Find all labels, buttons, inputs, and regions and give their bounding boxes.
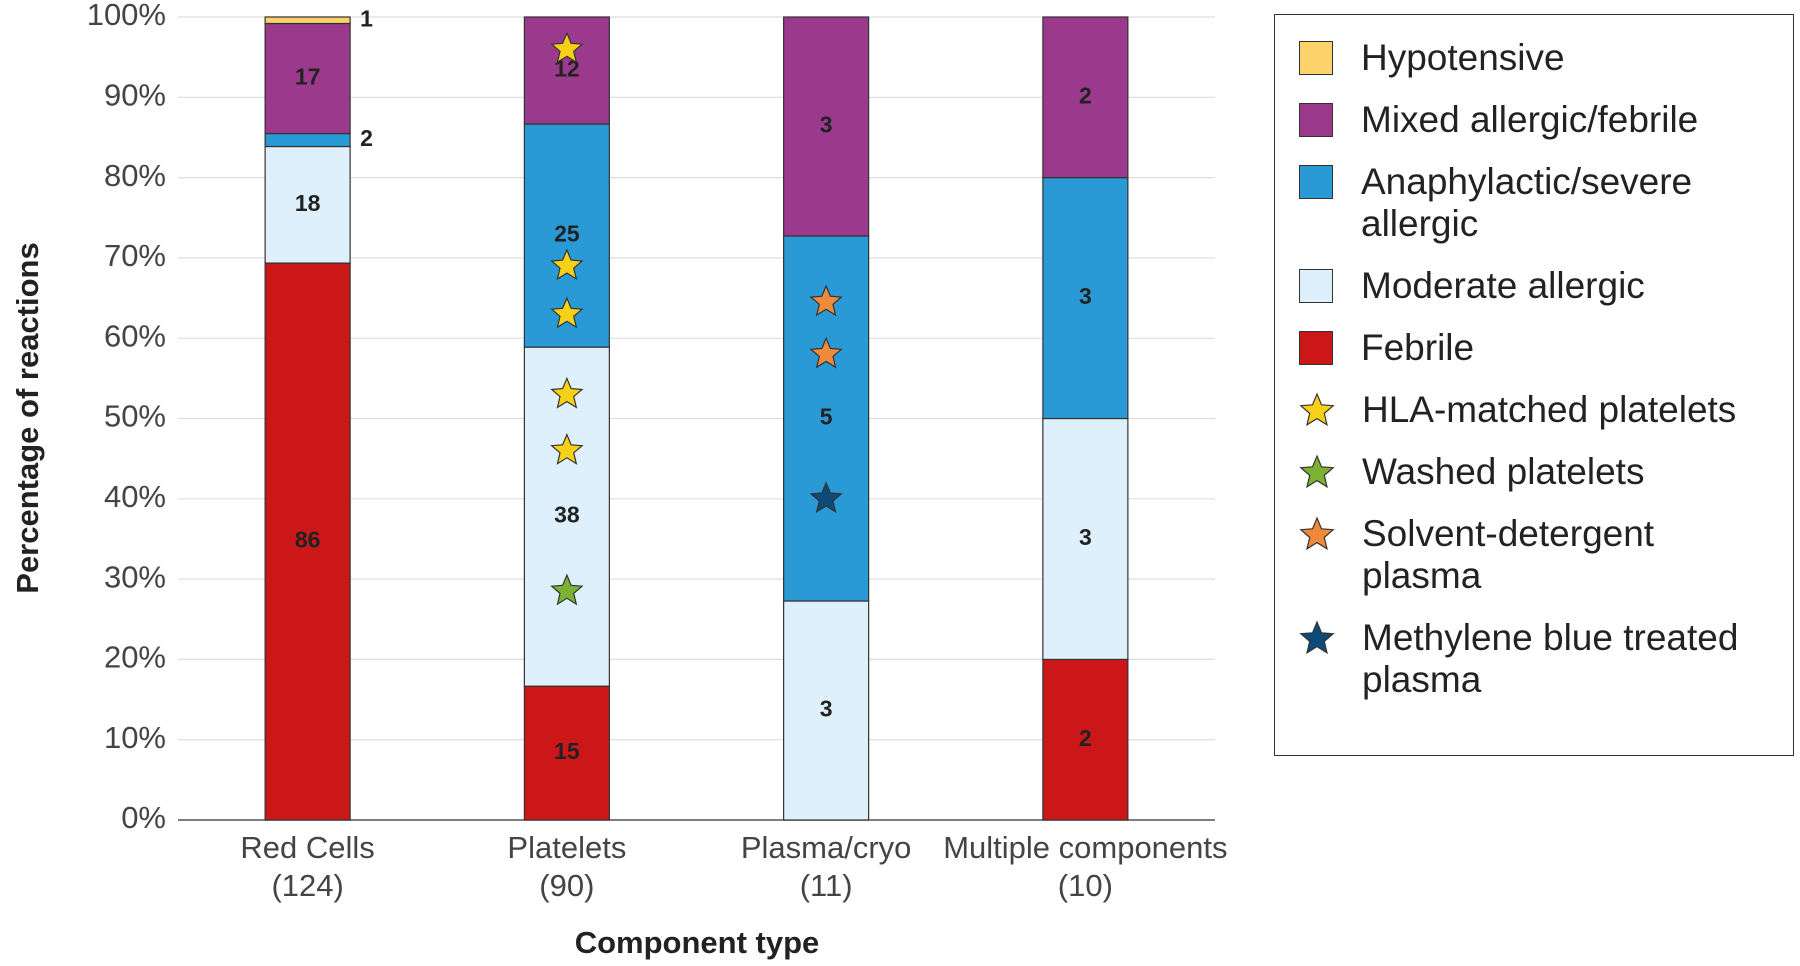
- legend-star: [1299, 392, 1335, 427]
- x-axis-title: Component type: [575, 925, 820, 960]
- legend-star: [1299, 516, 1335, 551]
- data-label: 18: [295, 190, 321, 216]
- legend-label: HLA-matched platelets: [1362, 389, 1737, 430]
- star-marker: [1299, 454, 1335, 489]
- y-axis-title: Percentage of reactions: [10, 242, 45, 593]
- data-label: 2: [1079, 82, 1092, 108]
- legend-item: Febrile: [1297, 327, 1773, 369]
- legend-item: Methylene blue treated plasma: [1297, 617, 1773, 701]
- data-label: 86: [295, 527, 321, 553]
- legend-item: Washed platelets: [1297, 451, 1773, 493]
- legend-item: HLA-matched platelets: [1297, 389, 1773, 431]
- legend-swatch: [1299, 331, 1333, 365]
- legend-label: Hypotensive: [1361, 37, 1565, 78]
- star-marker: [550, 376, 584, 409]
- data-label: 15: [554, 738, 580, 764]
- bar-segment: [264, 262, 351, 821]
- y-tick-label: 70%: [104, 238, 166, 273]
- legend: Hypotensive Mixed allergic/febrile Anaphyl…: [1274, 14, 1794, 756]
- star-marker: [550, 433, 584, 465]
- star-marker: [550, 573, 584, 606]
- bar-segment: [264, 22, 351, 135]
- y-tick-label: 30%: [104, 559, 166, 594]
- bar-segment: [783, 600, 870, 821]
- bar-segment: [264, 132, 351, 148]
- x-tick-label: (124): [271, 868, 343, 903]
- legend-item: Moderate allergic: [1297, 265, 1773, 307]
- legend-label: Febrile: [1361, 327, 1475, 368]
- x-tick-label: Platelets: [507, 830, 626, 865]
- legend-star: [1299, 454, 1335, 489]
- bar-segment: [1042, 658, 1129, 821]
- y-tick-label: 60%: [104, 318, 166, 353]
- bar-segment: [783, 16, 870, 237]
- star-marker: [1299, 392, 1335, 427]
- legend-swatch: [1299, 103, 1333, 137]
- bar-segment: [523, 685, 610, 821]
- legend-label: Solvent-detergent plasma: [1362, 513, 1655, 596]
- y-tick-label: 100%: [87, 0, 166, 32]
- data-label: 3: [1079, 524, 1092, 550]
- bar-segment: [1042, 16, 1129, 179]
- x-tick-label: (11): [800, 868, 853, 903]
- y-tick-label: 80%: [104, 158, 166, 193]
- legend-label: Moderate allergic: [1361, 265, 1645, 306]
- y-tick-label: 50%: [104, 399, 166, 434]
- data-label: 3: [820, 112, 833, 138]
- star-marker: [809, 481, 843, 513]
- y-tick-label: 90%: [104, 77, 166, 112]
- x-tick-label: Multiple components: [943, 830, 1227, 865]
- star-marker: [550, 248, 584, 281]
- bar-segment: [264, 145, 351, 264]
- data-label: 5: [820, 404, 833, 430]
- legend-item: Hypotensive: [1297, 37, 1773, 79]
- legend-label: Mixed allergic/febrile: [1361, 99, 1699, 140]
- star-marker: [550, 31, 584, 64]
- legend-swatch: [1299, 41, 1333, 75]
- data-label: 17: [295, 64, 321, 90]
- data-label: 2: [360, 125, 373, 151]
- legend-item: Mixed allergic/febrile: [1297, 99, 1773, 141]
- star-marker: [809, 284, 843, 317]
- star-marker: [1299, 620, 1335, 655]
- star-marker: [1299, 516, 1335, 551]
- bar-segment: [264, 16, 351, 25]
- legend-item: Anaphylactic/severe allergic: [1297, 161, 1773, 245]
- x-tick-label: Plasma/cryo: [741, 830, 912, 865]
- y-tick-label: 40%: [104, 479, 166, 514]
- bar-segment: [1042, 417, 1129, 660]
- data-label: 3: [820, 696, 833, 722]
- star-marker: [809, 336, 843, 369]
- legend-swatch: [1299, 269, 1333, 303]
- legend-label: Methylene blue treated plasma: [1362, 617, 1739, 700]
- x-tick-label: Red Cells: [240, 830, 374, 865]
- data-label: 2: [1079, 725, 1092, 751]
- bar-segment: [523, 346, 610, 687]
- data-label: 38: [554, 502, 580, 528]
- legend-star: [1299, 620, 1335, 655]
- y-tick-label: 0%: [121, 800, 166, 835]
- x-tick-label: (10): [1058, 868, 1113, 903]
- data-label: 1: [360, 5, 373, 31]
- data-label: 3: [1079, 283, 1092, 309]
- y-tick-label: 20%: [104, 640, 166, 675]
- bar-segment: [1042, 177, 1129, 420]
- legend-item: Solvent-detergent plasma: [1297, 513, 1773, 597]
- legend-swatch: [1299, 165, 1333, 199]
- star-marker: [550, 296, 584, 329]
- y-tick-label: 10%: [104, 720, 166, 755]
- x-tick-label: (90): [539, 868, 594, 903]
- legend-label: Anaphylactic/severe allergic: [1361, 161, 1693, 244]
- legend-label: Washed platelets: [1362, 451, 1645, 492]
- data-label: 25: [554, 221, 580, 247]
